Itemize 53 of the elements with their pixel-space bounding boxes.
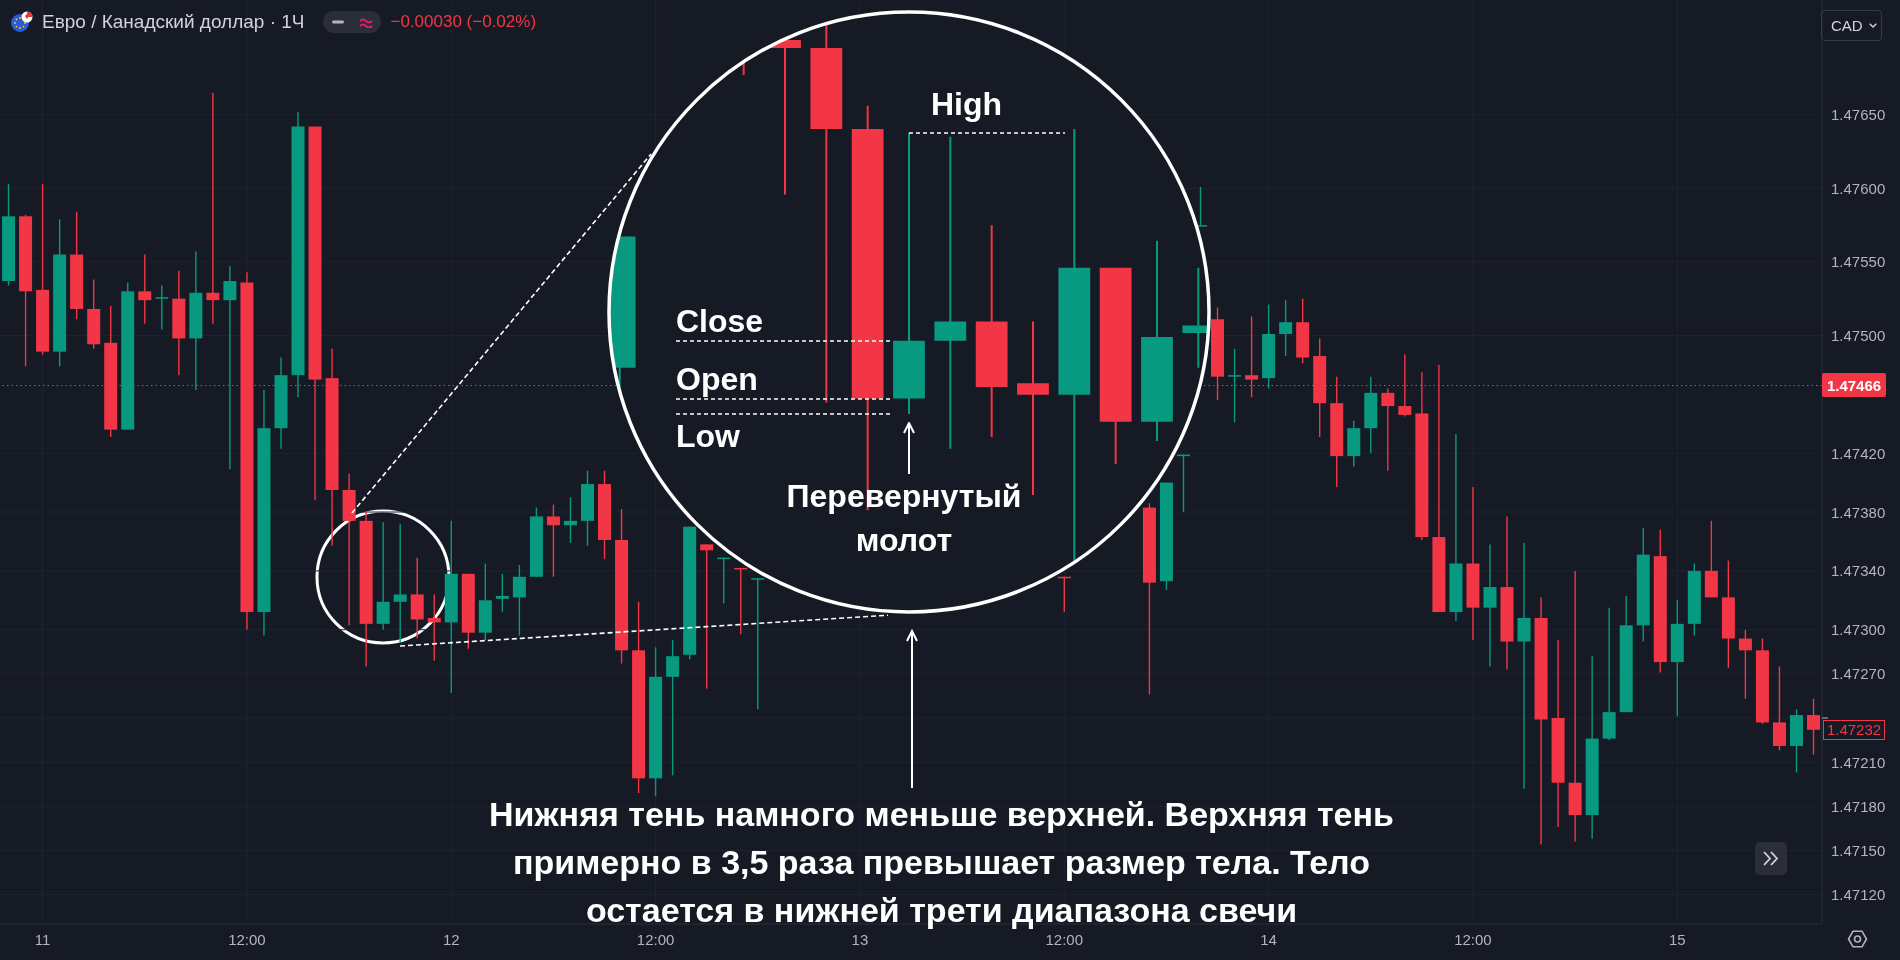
y-tick-label: 1.47420 <box>1831 444 1886 462</box>
annotation: Low <box>676 418 740 454</box>
y-tick-label: 1.47550 <box>1831 253 1886 271</box>
x-tick-label: 12 <box>442 930 460 948</box>
y-tick-label: 1.47120 <box>1831 886 1886 904</box>
candlestick <box>1738 629 1752 700</box>
y-tick-label: 1.47210 <box>1831 753 1886 771</box>
candlestick <box>1483 543 1497 668</box>
x-tick-label: 13 <box>851 930 869 948</box>
y-tick-label: 1.47650 <box>1831 106 1886 124</box>
candlestick <box>155 284 169 331</box>
y-tick-label: 1.47340 <box>1831 562 1886 580</box>
x-tick-label: 14 <box>1260 930 1277 948</box>
candlestick <box>1772 665 1786 752</box>
y-tick-label: 1.47300 <box>1831 621 1886 639</box>
x-tick-label: 12:00 <box>636 930 675 948</box>
x-tick-label: 11 <box>34 930 51 948</box>
annotation: High <box>931 85 1003 122</box>
candlestick <box>223 265 237 471</box>
candlestick <box>1228 348 1242 423</box>
candlestick <box>1381 387 1395 472</box>
y-tick-label: 1.47150 <box>1831 841 1886 859</box>
candlestick <box>393 523 407 644</box>
text: Евро / Канадский доллар · 1Ч <box>42 11 305 33</box>
candlestick <box>427 593 441 662</box>
candlestick <box>206 91 220 325</box>
candlestick <box>1279 299 1293 357</box>
x-tick-label: 12:00 <box>1454 930 1492 948</box>
candlestick <box>751 577 765 710</box>
candlestick <box>495 573 509 613</box>
x-tick-label: 15 <box>1668 930 1686 948</box>
candlestick <box>138 253 152 325</box>
text: 1.47232 <box>1823 719 1885 740</box>
candlestick <box>1517 542 1531 790</box>
y-tick-label: 1.47270 <box>1831 665 1886 683</box>
x-tick-label: 12:00 <box>1045 930 1084 948</box>
candlestick <box>376 521 390 631</box>
dropdown-button: CAD <box>1821 10 1882 41</box>
y-tick-label: 1.47600 <box>1831 179 1886 197</box>
annotation: Open <box>676 360 758 397</box>
ref-line-label: 1.47466 <box>1822 373 1886 398</box>
y-tick-label: 1.47500 <box>1831 326 1886 344</box>
x-tick-label: 12:00 <box>228 930 266 948</box>
annotation: Нижняя тень намного меньше верхней. Верхняя тень примерно в 3,5 раза превышает размер тела. Тело остается в нижней трети диапазона свечи <box>489 795 1394 929</box>
candlestick <box>700 543 714 690</box>
candlestick <box>666 639 680 777</box>
candlestick <box>563 496 577 544</box>
annotation: Close <box>676 302 764 339</box>
text: −0.00030 (−0.02%) <box>390 12 537 32</box>
candlestick <box>512 564 526 637</box>
y-tick-label: 1.47380 <box>1831 503 1886 521</box>
y-tick-label: 1.47180 <box>1831 797 1886 815</box>
candlestick <box>546 503 560 578</box>
